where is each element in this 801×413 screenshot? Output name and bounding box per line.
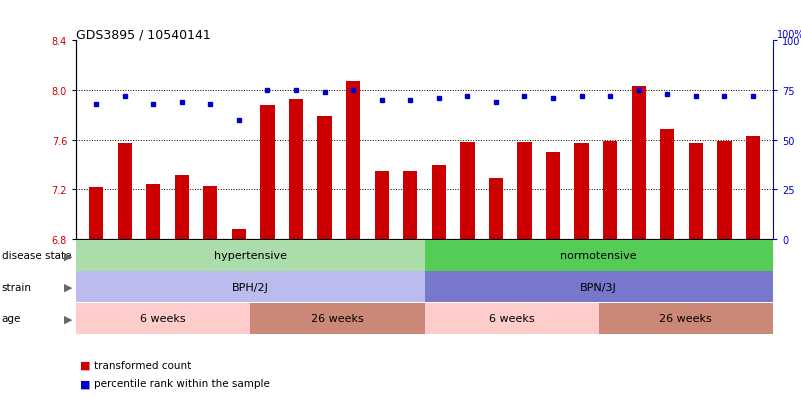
Bar [632, 87, 646, 240]
Bar [260, 106, 275, 240]
Bar [717, 142, 731, 240]
Text: 26 weeks: 26 weeks [311, 313, 364, 323]
Bar [375, 171, 388, 240]
Bar [317, 117, 332, 240]
Text: transformed count: transformed count [94, 360, 191, 370]
Text: 6 weeks: 6 weeks [489, 313, 534, 323]
Bar [546, 153, 560, 240]
Text: ■: ■ [80, 360, 91, 370]
Text: percentile rank within the sample: percentile rank within the sample [94, 378, 270, 388]
Text: BPN/3J: BPN/3J [581, 282, 617, 292]
Bar [231, 230, 246, 240]
Bar [746, 137, 760, 240]
Bar [175, 175, 189, 240]
Text: GDS3895 / 10540141: GDS3895 / 10540141 [76, 29, 211, 42]
Bar [517, 143, 532, 240]
Bar [461, 143, 474, 240]
Bar [146, 185, 160, 240]
Bar [346, 82, 360, 240]
Bar [289, 100, 303, 240]
Text: ▶: ▶ [63, 282, 72, 292]
Text: ■: ■ [80, 378, 91, 388]
Bar [603, 142, 618, 240]
Text: 100%: 100% [777, 30, 801, 40]
Bar [89, 188, 103, 240]
Bar [489, 179, 503, 240]
Text: 6 weeks: 6 weeks [140, 313, 186, 323]
Text: disease state: disease state [2, 251, 71, 261]
Bar [574, 144, 589, 240]
Bar [689, 144, 703, 240]
Text: age: age [2, 313, 21, 323]
Text: ▶: ▶ [63, 251, 72, 261]
Text: ▶: ▶ [63, 313, 72, 323]
Text: BPH/2J: BPH/2J [231, 282, 269, 292]
Bar [203, 186, 217, 240]
Bar [403, 171, 417, 240]
Text: normotensive: normotensive [561, 251, 637, 261]
Text: strain: strain [2, 282, 31, 292]
Text: 26 weeks: 26 weeks [659, 313, 712, 323]
Text: hypertensive: hypertensive [214, 251, 287, 261]
Bar [432, 165, 446, 240]
Bar [118, 144, 132, 240]
Bar [660, 129, 674, 240]
